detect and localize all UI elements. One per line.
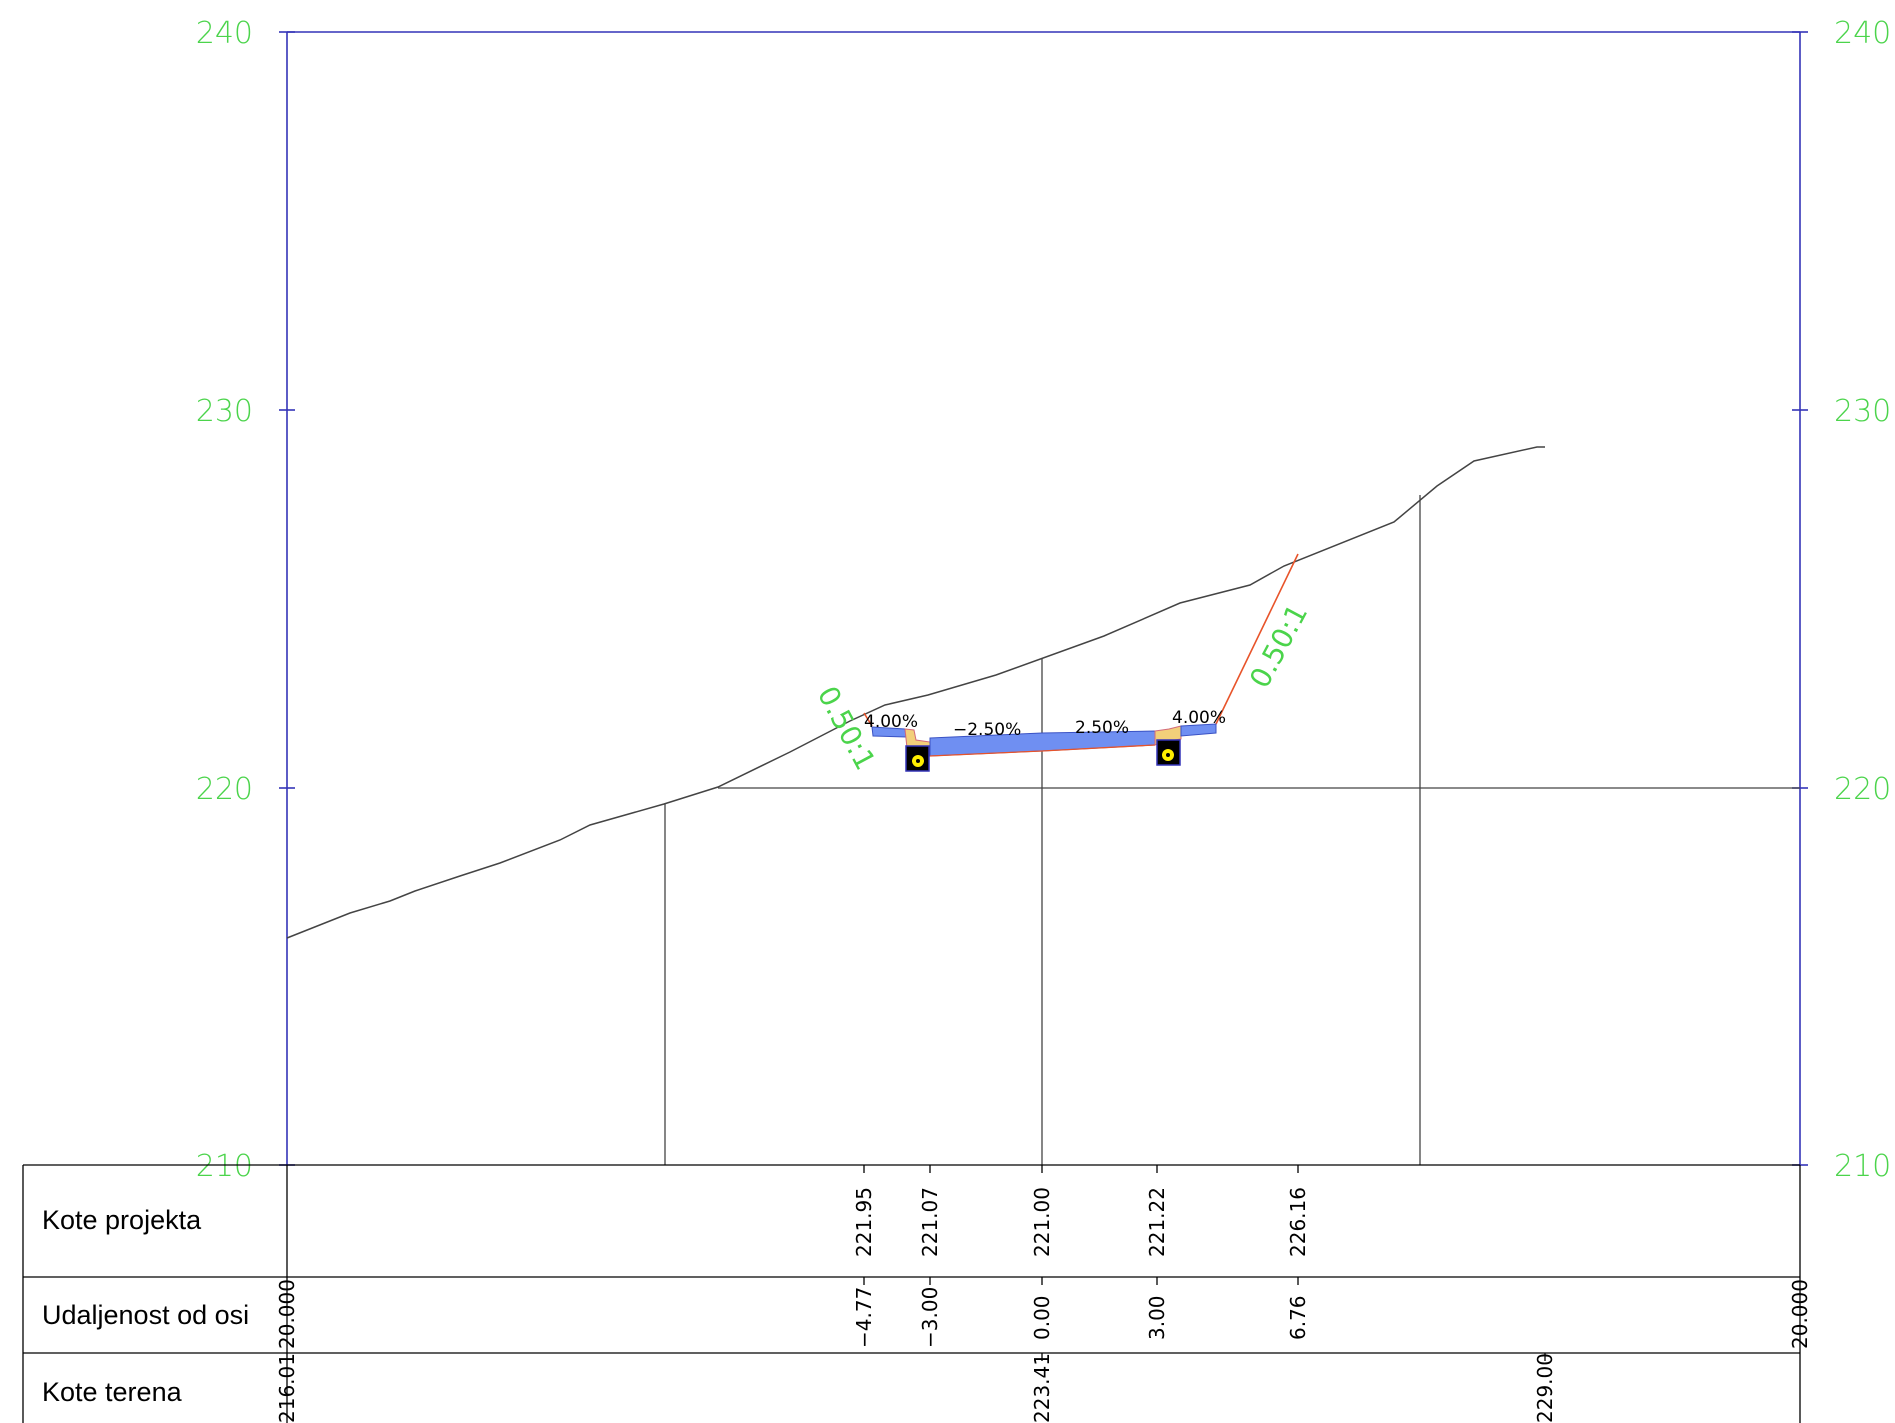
project-level-value: 221.00 [1030, 1187, 1054, 1257]
y-tick-label-left: 230 [196, 394, 253, 429]
left-shoulder-crossfall: 4.00% [864, 712, 918, 732]
y-tick-label-left: 210 [196, 1149, 253, 1184]
y-tick-label-left: 240 [196, 16, 253, 51]
right-drain-pipe-core [1166, 753, 1170, 757]
right-shoulder-pavement [1180, 723, 1217, 737]
project-level-value: 226.16 [1286, 1187, 1310, 1257]
y-tick-marks [279, 31, 1808, 1166]
row-label-terrain-levels: Kote terena [42, 1377, 183, 1407]
y-tick-label-right: 210 [1834, 1149, 1891, 1184]
terrain-level-value: 216.01 [275, 1353, 299, 1423]
offset-value-left-edge: 20.000 [275, 1279, 299, 1349]
y-tick-label-right: 240 [1834, 16, 1891, 51]
right-cut-slope [1215, 553, 1299, 725]
terrain-level-value: 223.41 [1030, 1353, 1054, 1423]
y-tick-label-right: 230 [1834, 394, 1891, 429]
road-section [871, 723, 1217, 772]
right-shoulder-crossfall: 4.00% [1172, 708, 1226, 728]
row-label-offset: Udaljenost od osi [42, 1300, 249, 1330]
y-tick-label-left: 220 [196, 772, 253, 807]
offset-value: 6.76 [1286, 1295, 1310, 1340]
station-lines [664, 495, 1421, 1165]
left-cut-slope [863, 712, 873, 727]
y-tick-label-right: 220 [1834, 772, 1891, 807]
left-lane-crossfall: −2.50% [953, 720, 1021, 740]
row-label-project-levels: Kote projekta [42, 1205, 202, 1235]
offset-value: 0.00 [1030, 1295, 1054, 1340]
project-level-value: 221.07 [918, 1187, 942, 1257]
data-table [22, 1164, 1801, 1423]
terrain-level-value: 229.00 [1533, 1353, 1557, 1423]
offset-value: 3.00 [1145, 1295, 1169, 1340]
right-lane-crossfall: 2.50% [1075, 718, 1129, 738]
project-level-value: 221.95 [852, 1187, 876, 1257]
offset-value: −4.77 [852, 1287, 876, 1348]
table-tick-marks [863, 1165, 1546, 1361]
carriageway-underline [929, 744, 1156, 757]
offset-value: −3.00 [918, 1287, 942, 1348]
terrain-line [286, 446, 1545, 939]
project-level-value: 221.22 [1145, 1187, 1169, 1257]
offset-value-right-edge: 20.000 [1788, 1279, 1812, 1349]
left-drain-pipe-core [916, 759, 920, 763]
